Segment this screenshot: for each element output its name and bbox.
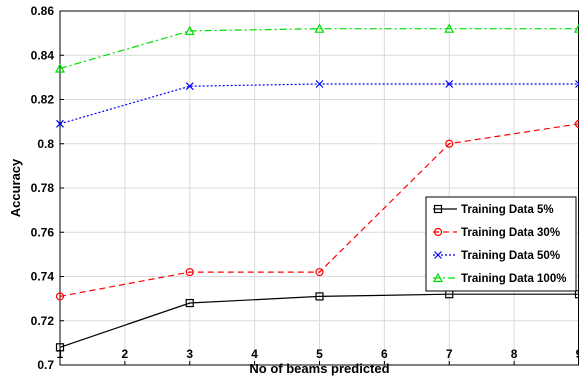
y-tick-label: 0.86: [31, 4, 55, 18]
data-point: [574, 23, 579, 33]
x-tick-label: 5: [316, 347, 323, 361]
y-axis-label: Accuracy: [8, 158, 23, 217]
data-point: [445, 80, 454, 88]
series-4: [55, 23, 579, 73]
x-axis-label: No of beams predicted: [249, 361, 389, 376]
legend-label: Training Data 100%: [461, 273, 566, 285]
legend-marker: [433, 204, 443, 214]
data-point: [55, 292, 65, 301]
x-tick-label: 7: [446, 347, 453, 361]
legend-marker: [433, 272, 443, 283]
series-group: [55, 23, 579, 352]
x-tick-label: 8: [511, 347, 518, 361]
series-line: [59, 123, 579, 297]
legend-label: Training Data 30%: [461, 227, 560, 239]
series-line: [59, 28, 579, 70]
x-axis-ticks: 1 2 3 4 5 6 7 8 9: [57, 347, 579, 365]
data-point: [314, 23, 325, 33]
data-point: [184, 25, 195, 36]
data-point: [445, 139, 454, 148]
data-point: [574, 119, 579, 128]
data-point: [575, 80, 579, 88]
y-tick-label: 0.78: [31, 181, 55, 195]
legend-box: [425, 196, 577, 292]
data-point: [315, 80, 324, 88]
data-point: [315, 292, 324, 301]
data-point: [185, 82, 194, 91]
y-tick-label: 0.76: [31, 225, 55, 239]
series-2: [55, 119, 579, 301]
x-tick-label: 2: [122, 347, 129, 361]
data-point: [315, 267, 324, 277]
data-point: [444, 23, 455, 33]
data-point: [185, 267, 194, 277]
legend-label: Training Data 50%: [461, 250, 560, 262]
legend: Training Data 5% Training Data 30% Trainin…: [425, 196, 577, 292]
y-axis-ticks: 0.7 0.72 0.74 0.76 0.78 0.8 0.82 0.84 0.86: [31, 4, 64, 372]
legend-label: Training Data 5%: [461, 204, 554, 216]
legend-marker: [433, 227, 443, 237]
data-point: [56, 119, 64, 128]
legend-marker: [434, 251, 442, 259]
y-tick-label: 0.84: [31, 48, 55, 62]
y-tick-label: 0.8: [37, 137, 54, 151]
y-tick-label: 0.74: [31, 270, 55, 284]
x-tick-label: 9: [576, 347, 579, 361]
x-tick-label: 6: [381, 347, 388, 361]
y-tick-label: 0.7: [37, 358, 54, 372]
y-tick-label: 0.72: [31, 314, 55, 328]
y-tick-label: 0.82: [31, 93, 55, 107]
data-point: [185, 298, 194, 308]
data-point: [55, 343, 65, 352]
x-tick-label: 3: [186, 347, 193, 361]
data-point: [55, 63, 65, 73]
data-point: [574, 290, 579, 299]
series-3: [56, 80, 579, 128]
x-tick-label: 4: [251, 347, 258, 361]
x-tick-label: 1: [57, 347, 64, 361]
grid: [60, 11, 579, 365]
series-line: [59, 293, 579, 348]
